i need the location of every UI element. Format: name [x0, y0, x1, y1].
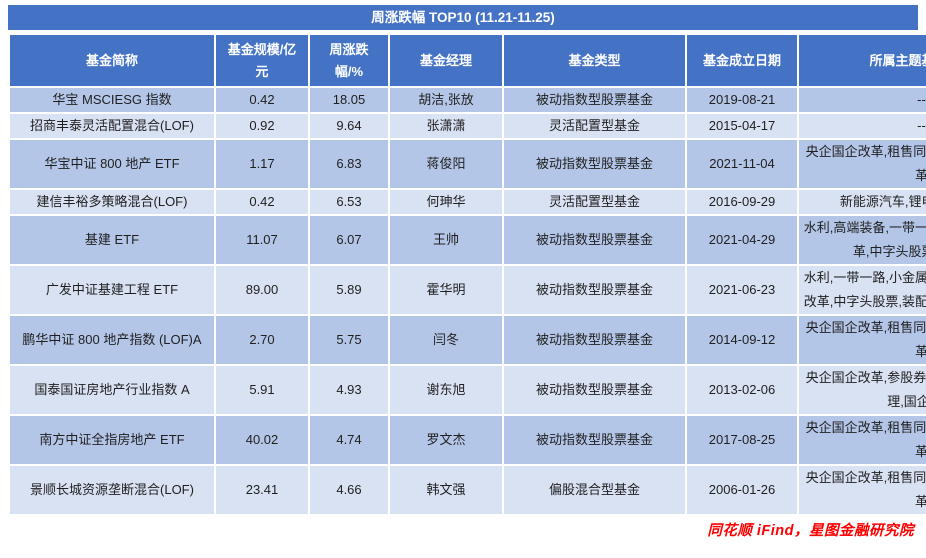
column-header-fund-name: 基金简称	[8, 33, 216, 88]
table-row: 景顺长城资源垄断混合(LOF) 23.41 4.66 韩文强 偏股混合型基金 2006-0…	[8, 464, 926, 516]
cell-fund-size: 0.92	[214, 112, 310, 140]
cell-fund-manager: 韩文强	[388, 464, 504, 516]
report-sheet: 周涨跌幅 TOP10 (11.21-11.25) 基金简称 基金规模/亿元 周涨跌幅…	[8, 5, 926, 539]
cell-fund-name: 广发中证基建工程 ETF	[8, 264, 216, 316]
cell-weekly-change: 6.83	[308, 138, 390, 190]
cell-weekly-change: 18.05	[308, 86, 390, 114]
cell-inception-date: 2017-08-25	[685, 414, 799, 466]
cell-fund-name: 华宝中证 800 地产 ETF	[8, 138, 216, 190]
cell-theme-category: 央企国企改革,租售同权,物业管理,国企改革	[797, 314, 926, 366]
cell-theme-category: 央企国企改革,租售同权,物业管理,国企改革	[797, 138, 926, 190]
cell-inception-date: 2021-04-29	[685, 214, 799, 266]
column-header-fund-manager: 基金经理	[388, 33, 504, 88]
table-body: 华宝 MSCIESG 指数 0.42 18.05 胡洁,张放 被动指数型股票基金 2019…	[8, 86, 926, 516]
cell-weekly-change: 5.89	[308, 264, 390, 316]
cell-fund-name: 基建 ETF	[8, 214, 216, 266]
cell-fund-size: 11.07	[214, 214, 310, 266]
cell-fund-name: 南方中证全指房地产 ETF	[8, 414, 216, 466]
table-title: 周涨跌幅 TOP10 (11.21-11.25)	[8, 5, 918, 30]
fund-table: 基金简称基金规模/亿元周涨跌幅/%基金经理基金类型基金成立日期所属主题基金类别 …	[8, 33, 926, 516]
cell-inception-date: 2021-06-23	[685, 264, 799, 316]
cell-fund-manager: 张潇潇	[388, 112, 504, 140]
cell-fund-size: 23.41	[214, 464, 310, 516]
cell-weekly-change: 4.66	[308, 464, 390, 516]
cell-fund-type: 被动指数型股票基金	[502, 414, 687, 466]
cell-fund-size: 40.02	[214, 414, 310, 466]
cell-weekly-change: 9.64	[308, 112, 390, 140]
table-row: 建信丰裕多策略混合(LOF) 0.42 6.53 何珅华 灵活配置型基金 2016-09-…	[8, 188, 926, 216]
table-row: 国泰国证房地产行业指数 A 5.91 4.93 谢东旭 被动指数型股票基金 2013-02…	[8, 364, 926, 416]
cell-weekly-change: 5.75	[308, 314, 390, 366]
column-header-weekly-change: 周涨跌幅/%	[308, 33, 390, 88]
cell-fund-size: 0.42	[214, 188, 310, 216]
cell-theme-category: 央企国企改革,租售同权,物业管理,国企改革	[797, 414, 926, 466]
cell-fund-name: 招商丰泰灵活配置混合(LOF)	[8, 112, 216, 140]
cell-inception-date: 2019-08-21	[685, 86, 799, 114]
cell-fund-size: 89.00	[214, 264, 310, 316]
cell-inception-date: 2021-11-04	[685, 138, 799, 190]
cell-theme-category: 新能源汽车,锂电池,光伏概念	[797, 188, 926, 216]
cell-theme-category: --	[797, 86, 926, 114]
table-row: 华宝中证 800 地产 ETF 1.17 6.83 蒋俊阳 被动指数型股票基金 2021-…	[8, 138, 926, 190]
cell-inception-date: 2014-09-12	[685, 314, 799, 366]
cell-fund-type: 被动指数型股票基金	[502, 314, 687, 366]
cell-fund-manager: 罗文杰	[388, 414, 504, 466]
cell-fund-type: 灵活配置型基金	[502, 112, 687, 140]
cell-fund-type: 被动指数型股票基金	[502, 264, 687, 316]
cell-fund-manager: 闫冬	[388, 314, 504, 366]
cell-fund-type: 偏股混合型基金	[502, 464, 687, 516]
cell-fund-name: 鹏华中证 800 地产指数 (LOF)A	[8, 314, 216, 366]
cell-fund-type: 被动指数型股票基金	[502, 364, 687, 416]
cell-fund-manager: 谢东旭	[388, 364, 504, 416]
table-row: 广发中证基建工程 ETF 89.00 5.89 霍华明 被动指数型股票基金 2021-06…	[8, 264, 926, 316]
cell-theme-category: 水利,高端装备,一带一路,高铁,央企国企改革,中字头股票,国企改革	[797, 214, 926, 266]
cell-fund-type: 被动指数型股票基金	[502, 214, 687, 266]
cell-theme-category: 水利,一带一路,小金属概念,高铁,央企国企改革,中字头股票,装配式建筑,钴,国企…	[797, 264, 926, 316]
cell-fund-name: 建信丰裕多策略混合(LOF)	[8, 188, 216, 216]
cell-weekly-change: 6.07	[308, 214, 390, 266]
table-row: 华宝 MSCIESG 指数 0.42 18.05 胡洁,张放 被动指数型股票基金 2019…	[8, 86, 926, 114]
column-header-theme-category: 所属主题基金类别	[797, 33, 926, 88]
cell-inception-date: 2006-01-26	[685, 464, 799, 516]
cell-fund-size: 5.91	[214, 364, 310, 416]
cell-fund-type: 被动指数型股票基金	[502, 86, 687, 114]
cell-fund-name: 景顺长城资源垄断混合(LOF)	[8, 464, 216, 516]
cell-theme-category: 央企国企改革,租售同权,物业管理,国企改革	[797, 464, 926, 516]
column-header-inception-date: 基金成立日期	[685, 33, 799, 88]
cell-fund-manager: 霍华明	[388, 264, 504, 316]
cell-weekly-change: 4.74	[308, 414, 390, 466]
cell-fund-name: 华宝 MSCIESG 指数	[8, 86, 216, 114]
cell-fund-size: 0.42	[214, 86, 310, 114]
cell-theme-category: --	[797, 112, 926, 140]
cell-weekly-change: 6.53	[308, 188, 390, 216]
column-header-fund-size: 基金规模/亿元	[214, 33, 310, 88]
cell-inception-date: 2013-02-06	[685, 364, 799, 416]
table-row: 基建 ETF 11.07 6.07 王帅 被动指数型股票基金 2021-04-29 水利,高…	[8, 214, 926, 266]
cell-weekly-change: 4.93	[308, 364, 390, 416]
cell-fund-size: 2.70	[214, 314, 310, 366]
cell-fund-type: 被动指数型股票基金	[502, 138, 687, 190]
table-row: 鹏华中证 800 地产指数 (LOF)A 2.70 5.75 闫冬 被动指数型股票基金 2…	[8, 314, 926, 366]
cell-fund-manager: 胡洁,张放	[388, 86, 504, 114]
cell-fund-manager: 蒋俊阳	[388, 138, 504, 190]
cell-fund-manager: 王帅	[388, 214, 504, 266]
cell-fund-name: 国泰国证房地产行业指数 A	[8, 364, 216, 416]
cell-inception-date: 2015-04-17	[685, 112, 799, 140]
cell-fund-manager: 何珅华	[388, 188, 504, 216]
column-header-fund-type: 基金类型	[502, 33, 687, 88]
cell-inception-date: 2016-09-29	[685, 188, 799, 216]
cell-theme-category: 央企国企改革,参股券商,租售同权,物业管理,国企改革	[797, 364, 926, 416]
cell-fund-size: 1.17	[214, 138, 310, 190]
table-row: 招商丰泰灵活配置混合(LOF) 0.92 9.64 张潇潇 灵活配置型基金 2015-04…	[8, 112, 926, 140]
table-row: 南方中证全指房地产 ETF 40.02 4.74 罗文杰 被动指数型股票基金 2017-0…	[8, 414, 926, 466]
source-credit: 同花顺 iFind，星图金融研究院	[707, 523, 914, 539]
cell-fund-type: 灵活配置型基金	[502, 188, 687, 216]
